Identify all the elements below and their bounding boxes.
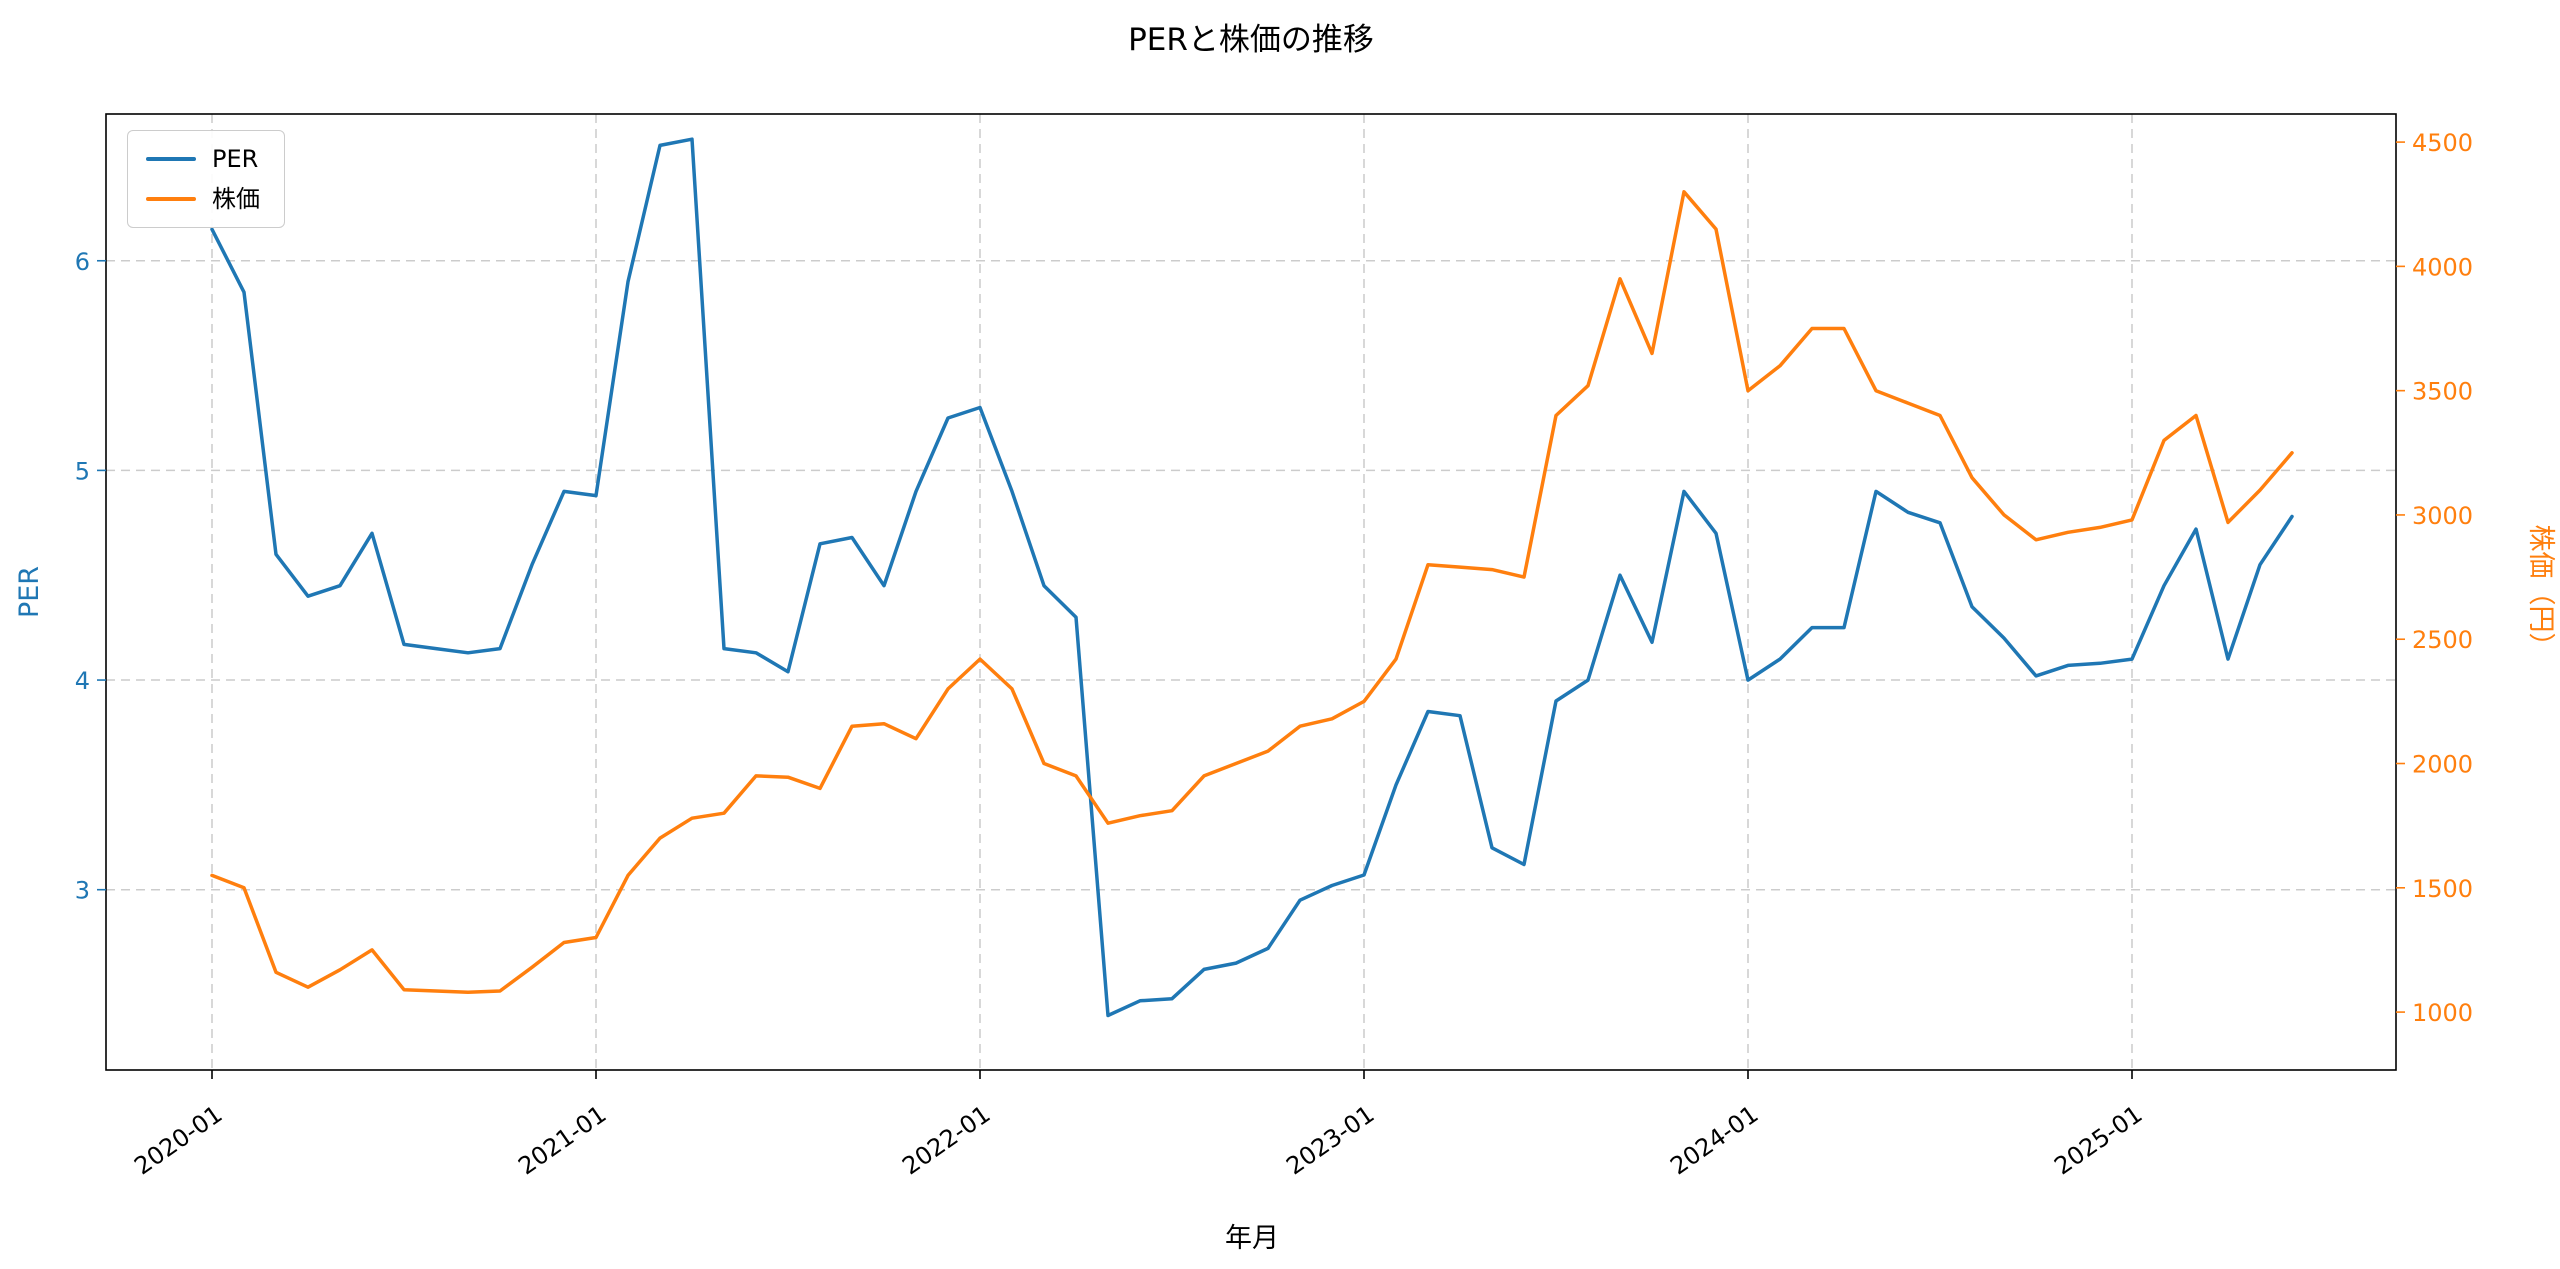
price-line-sample bbox=[146, 197, 196, 201]
x-tick-label: 2025-01 bbox=[2049, 1100, 2147, 1180]
legend-label-per: PER bbox=[212, 145, 259, 173]
legend: PER 株価 bbox=[127, 130, 285, 228]
y-tick-label-right: 3500 bbox=[2412, 378, 2473, 406]
y-tick-label-right: 1000 bbox=[2412, 999, 2473, 1027]
y-tick-label-left: 4 bbox=[75, 667, 90, 695]
y-tick-label-right: 2500 bbox=[2412, 626, 2473, 654]
per-series-line bbox=[210, 137, 2294, 1018]
y-tick-label-right: 2000 bbox=[2412, 751, 2473, 779]
y-tick-label-right: 3000 bbox=[2412, 502, 2473, 530]
y-tick-label-left: 5 bbox=[75, 457, 90, 485]
x-axis-label: 年月 bbox=[1225, 1223, 1279, 1254]
y-axis-label-right: 株価（円） bbox=[2525, 525, 2556, 660]
x-tick-label: 2022-01 bbox=[897, 1100, 995, 1180]
x-tick-label: 2023-01 bbox=[1281, 1100, 1379, 1180]
x-tick-label: 2020-01 bbox=[129, 1100, 227, 1180]
y-axis-label-left: PER bbox=[14, 566, 45, 618]
per-line-sample bbox=[146, 157, 196, 161]
generated-chart-layer: 3 4 5 6 1000 1500 2000 2500 3000 3500 4000 4500 2020… bbox=[75, 113, 2473, 1180]
x-tick-label: 2024-01 bbox=[1665, 1100, 1763, 1180]
y-tick-label-left: 3 bbox=[75, 877, 90, 905]
chart-title: PERと株価の推移 bbox=[1128, 22, 1374, 58]
plot-border bbox=[105, 113, 2397, 1071]
y-tick-label-right: 4500 bbox=[2412, 129, 2473, 157]
legend-item-per: PER bbox=[146, 147, 260, 171]
legend-label-price: 株価 bbox=[212, 185, 260, 213]
y-tick-label-left: 6 bbox=[75, 248, 90, 276]
y-tick-label-right: 4000 bbox=[2412, 253, 2473, 281]
price-series-line bbox=[210, 190, 2294, 994]
y-tick-label-right: 1500 bbox=[2412, 875, 2473, 903]
legend-item-price: 株価 bbox=[146, 187, 260, 211]
x-tick-label: 2021-01 bbox=[513, 1100, 611, 1180]
